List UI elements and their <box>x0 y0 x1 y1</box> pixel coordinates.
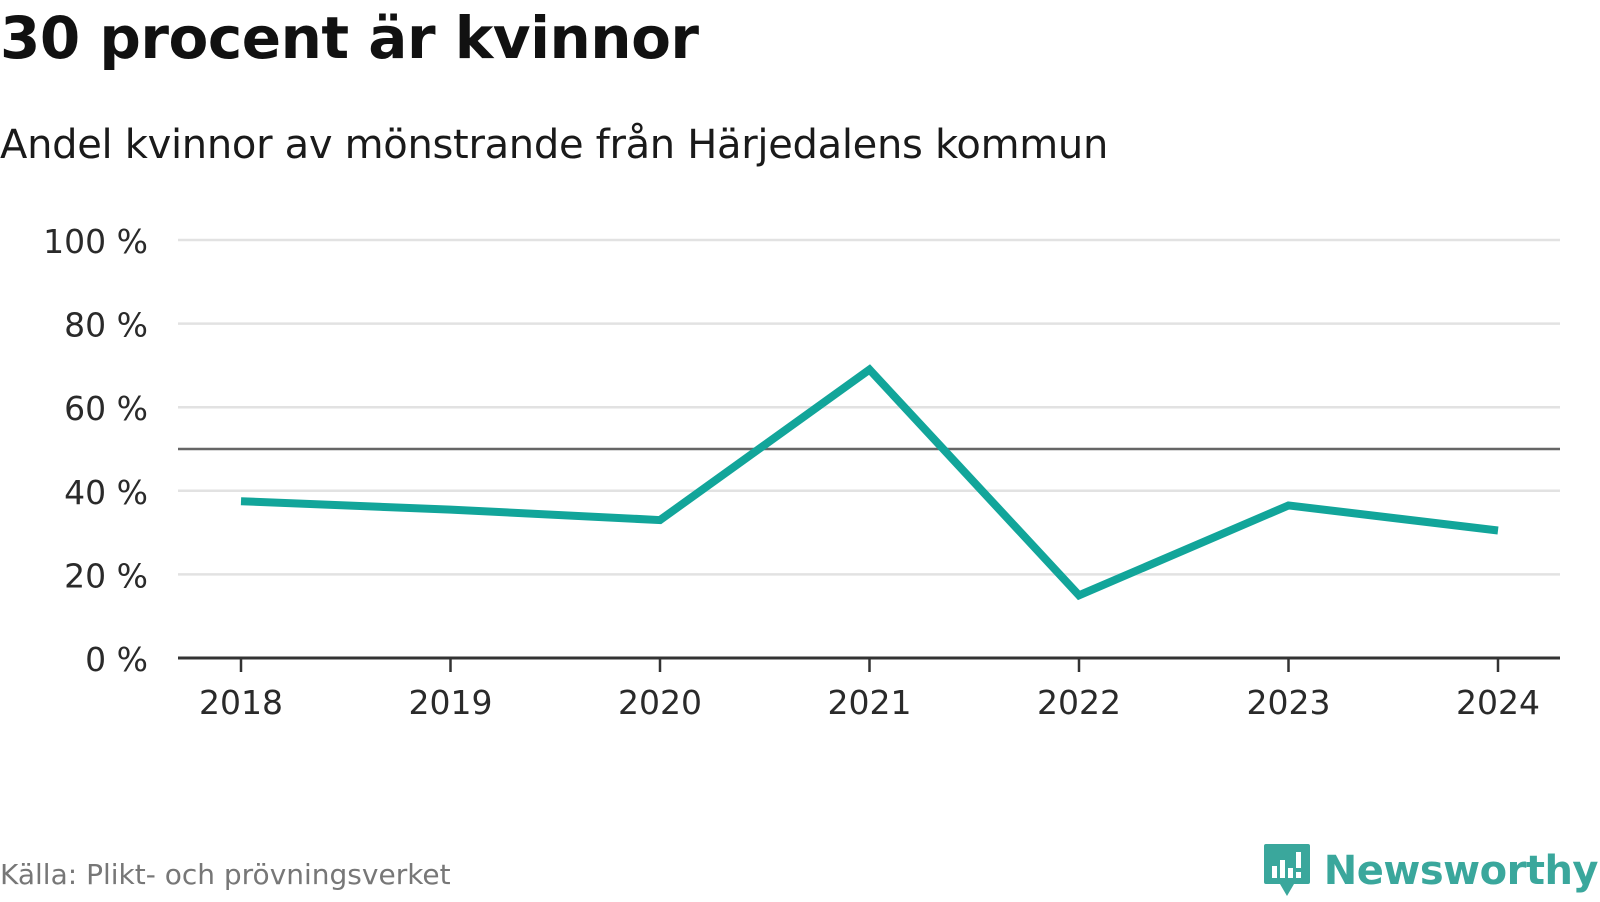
y-tick-label: 80 % <box>64 306 148 345</box>
newsworthy-logo-icon <box>1262 842 1312 900</box>
x-tick-label: 2021 <box>828 683 912 722</box>
series-line-0 <box>241 370 1498 596</box>
x-axis <box>178 658 1560 672</box>
x-tick-label: 2023 <box>1247 683 1331 722</box>
x-axis-labels: 2018 2019 2020 2021 2022 2023 2024 <box>199 683 1540 722</box>
gridlines <box>178 240 1560 574</box>
y-tick-label: 100 % <box>43 222 148 261</box>
y-tick-label: 60 % <box>64 389 148 428</box>
x-tick-label: 2018 <box>199 683 283 722</box>
y-tick-label: 20 % <box>64 556 148 595</box>
y-tick-label: 0 % <box>85 640 148 679</box>
y-tick-label: 40 % <box>64 473 148 512</box>
x-tick-label: 2020 <box>618 683 702 722</box>
source-note: Källa: Plikt- och prövningsverket <box>0 858 451 891</box>
x-tick-label: 2024 <box>1456 683 1540 722</box>
y-axis-labels: 0 % 20 % 40 % 60 % 80 % 100 % <box>43 222 148 679</box>
x-tick-label: 2022 <box>1037 683 1121 722</box>
x-tick-label: 2019 <box>409 683 493 722</box>
brand[interactable]: Newsworthy <box>1262 840 1598 902</box>
series-layer <box>241 369 1498 595</box>
brand-name: Newsworthy <box>1324 848 1598 894</box>
